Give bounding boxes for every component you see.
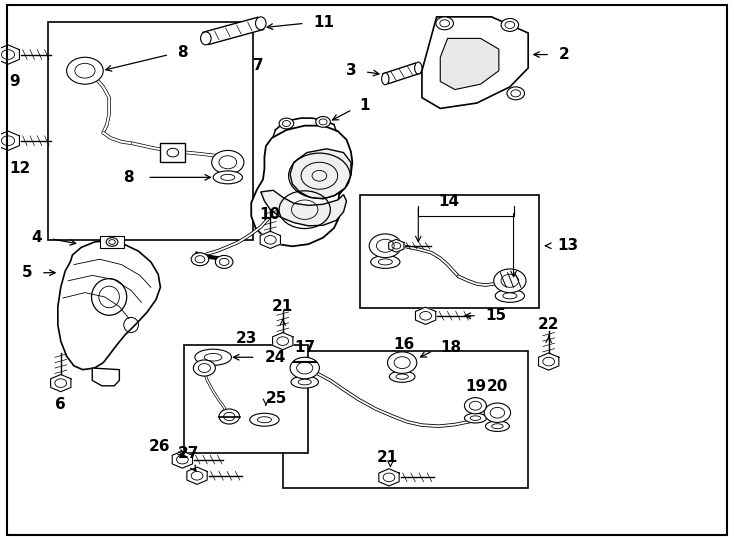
Ellipse shape — [371, 255, 400, 268]
Ellipse shape — [221, 174, 235, 180]
Polygon shape — [379, 469, 399, 486]
Text: 17: 17 — [294, 340, 316, 355]
Ellipse shape — [213, 171, 242, 184]
Text: 7: 7 — [253, 58, 264, 73]
Text: 8: 8 — [123, 170, 134, 185]
Text: 21: 21 — [377, 450, 398, 465]
Polygon shape — [539, 353, 559, 370]
Text: 2: 2 — [559, 47, 570, 62]
Polygon shape — [260, 231, 280, 248]
Polygon shape — [389, 239, 404, 252]
Text: 11: 11 — [313, 15, 335, 30]
Circle shape — [279, 118, 294, 129]
Ellipse shape — [298, 379, 311, 385]
Ellipse shape — [382, 73, 389, 85]
Text: 20: 20 — [487, 379, 508, 394]
Ellipse shape — [415, 62, 422, 74]
Circle shape — [290, 357, 319, 379]
Text: 6: 6 — [55, 397, 66, 412]
Text: 19: 19 — [465, 379, 486, 394]
Text: 8: 8 — [178, 45, 188, 60]
Text: 4: 4 — [32, 230, 42, 245]
Text: 14: 14 — [438, 193, 459, 208]
Ellipse shape — [291, 376, 319, 388]
Polygon shape — [172, 451, 192, 468]
Circle shape — [215, 255, 233, 268]
Circle shape — [67, 57, 103, 84]
Circle shape — [388, 352, 417, 374]
Ellipse shape — [378, 259, 393, 265]
Text: 24: 24 — [264, 350, 286, 364]
Text: 1: 1 — [360, 98, 370, 113]
Polygon shape — [251, 126, 352, 246]
Ellipse shape — [396, 374, 408, 379]
Circle shape — [316, 117, 330, 127]
Text: 21: 21 — [272, 299, 294, 314]
Circle shape — [507, 87, 525, 100]
Bar — [48, 22, 253, 240]
Ellipse shape — [470, 416, 481, 420]
Ellipse shape — [255, 17, 266, 30]
Ellipse shape — [503, 293, 517, 299]
Ellipse shape — [204, 354, 222, 361]
Text: 18: 18 — [440, 340, 462, 355]
Circle shape — [436, 17, 454, 30]
Polygon shape — [187, 467, 207, 484]
Polygon shape — [92, 368, 120, 386]
Circle shape — [106, 238, 118, 246]
Text: 12: 12 — [10, 161, 31, 176]
FancyBboxPatch shape — [101, 236, 124, 248]
Circle shape — [193, 360, 215, 376]
Text: 27: 27 — [178, 446, 199, 461]
Text: 5: 5 — [21, 265, 32, 280]
Ellipse shape — [258, 417, 272, 423]
Text: 3: 3 — [346, 63, 356, 78]
Polygon shape — [290, 149, 351, 199]
Polygon shape — [261, 190, 346, 226]
Bar — [283, 351, 528, 488]
Text: 15: 15 — [486, 308, 506, 323]
FancyBboxPatch shape — [161, 143, 185, 163]
Circle shape — [369, 234, 401, 258]
Circle shape — [219, 409, 239, 424]
Text: 16: 16 — [393, 337, 414, 352]
Ellipse shape — [485, 421, 509, 431]
Text: 26: 26 — [148, 438, 170, 454]
Circle shape — [465, 397, 487, 414]
Text: 10: 10 — [260, 206, 281, 221]
Ellipse shape — [492, 424, 503, 429]
Polygon shape — [440, 38, 499, 90]
Ellipse shape — [250, 413, 279, 426]
Text: 9: 9 — [10, 75, 20, 90]
Circle shape — [484, 403, 511, 422]
Polygon shape — [415, 307, 436, 325]
Text: 25: 25 — [266, 390, 287, 406]
Polygon shape — [272, 333, 293, 350]
Polygon shape — [51, 375, 71, 392]
Ellipse shape — [495, 289, 525, 302]
Text: 23: 23 — [236, 332, 257, 347]
Circle shape — [211, 151, 244, 174]
Circle shape — [501, 18, 519, 31]
Ellipse shape — [195, 349, 231, 366]
Bar — [184, 346, 308, 453]
Polygon shape — [0, 131, 19, 151]
Polygon shape — [0, 45, 19, 64]
Text: 13: 13 — [558, 238, 578, 253]
Text: 22: 22 — [538, 317, 559, 332]
Ellipse shape — [200, 32, 211, 45]
Polygon shape — [58, 240, 161, 370]
Polygon shape — [382, 63, 421, 84]
Circle shape — [494, 269, 526, 293]
Polygon shape — [422, 17, 528, 109]
Bar — [360, 194, 539, 308]
Ellipse shape — [389, 371, 415, 382]
Ellipse shape — [465, 413, 487, 423]
Polygon shape — [203, 17, 264, 44]
Circle shape — [191, 253, 208, 266]
